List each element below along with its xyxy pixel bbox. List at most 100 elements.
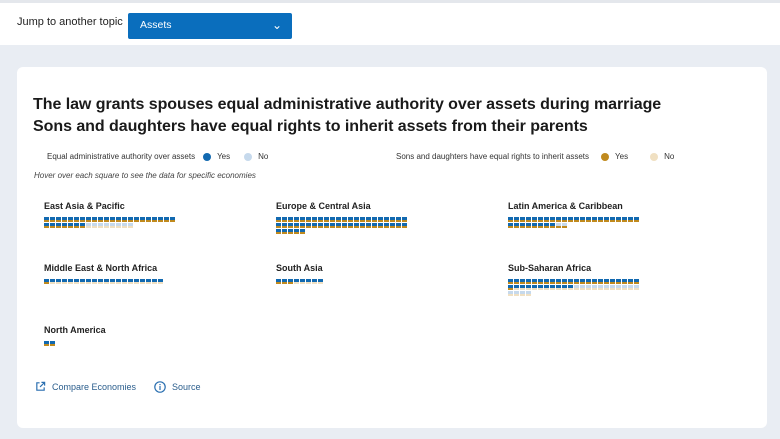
economy-square[interactable]: [508, 217, 513, 222]
economy-square[interactable]: [526, 223, 531, 228]
economy-square[interactable]: [74, 223, 79, 228]
economy-square[interactable]: [610, 217, 615, 222]
economy-square[interactable]: [318, 279, 323, 284]
economy-square[interactable]: [568, 285, 573, 290]
economy-square[interactable]: [276, 279, 281, 284]
economy-square[interactable]: [276, 229, 281, 234]
economy-square[interactable]: [402, 223, 407, 228]
economy-square[interactable]: [294, 229, 299, 234]
economy-square[interactable]: [634, 285, 639, 290]
economy-square[interactable]: [366, 217, 371, 222]
economy-square[interactable]: [98, 279, 103, 284]
economy-square[interactable]: [556, 223, 561, 228]
economy-square[interactable]: [598, 279, 603, 284]
economy-square[interactable]: [336, 223, 341, 228]
economy-square[interactable]: [276, 223, 281, 228]
economy-square[interactable]: [62, 279, 67, 284]
economy-square[interactable]: [520, 223, 525, 228]
economy-square[interactable]: [508, 285, 513, 290]
economy-square[interactable]: [622, 279, 627, 284]
economy-square[interactable]: [300, 229, 305, 234]
economy-square[interactable]: [104, 279, 109, 284]
economy-square[interactable]: [122, 223, 127, 228]
economy-square[interactable]: [288, 229, 293, 234]
topic-select[interactable]: Assets ⌄: [128, 13, 292, 39]
economy-square[interactable]: [44, 279, 49, 284]
economy-square[interactable]: [50, 341, 55, 346]
economy-square[interactable]: [532, 217, 537, 222]
economy-square[interactable]: [300, 217, 305, 222]
economy-square[interactable]: [514, 285, 519, 290]
economy-square[interactable]: [586, 285, 591, 290]
economy-square[interactable]: [390, 223, 395, 228]
economy-square[interactable]: [526, 285, 531, 290]
economy-square[interactable]: [598, 285, 603, 290]
economy-square[interactable]: [62, 223, 67, 228]
economy-square[interactable]: [538, 217, 543, 222]
economy-square[interactable]: [526, 217, 531, 222]
economy-square[interactable]: [330, 223, 335, 228]
economy-square[interactable]: [592, 279, 597, 284]
economy-square[interactable]: [360, 223, 365, 228]
economy-square[interactable]: [562, 285, 567, 290]
economy-square[interactable]: [170, 217, 175, 222]
economy-square[interactable]: [336, 217, 341, 222]
economy-square[interactable]: [372, 217, 377, 222]
economy-square[interactable]: [604, 217, 609, 222]
economy-square[interactable]: [592, 285, 597, 290]
economy-square[interactable]: [562, 217, 567, 222]
economy-square[interactable]: [348, 223, 353, 228]
economy-square[interactable]: [98, 217, 103, 222]
economy-square[interactable]: [586, 217, 591, 222]
economy-square[interactable]: [288, 279, 293, 284]
economy-square[interactable]: [598, 217, 603, 222]
economy-square[interactable]: [282, 229, 287, 234]
economy-square[interactable]: [538, 279, 543, 284]
economy-square[interactable]: [74, 217, 79, 222]
economy-square[interactable]: [550, 223, 555, 228]
economy-square[interactable]: [294, 279, 299, 284]
compare-economies-link[interactable]: Compare Economies: [35, 381, 136, 392]
economy-square[interactable]: [134, 279, 139, 284]
economy-square[interactable]: [300, 279, 305, 284]
economy-square[interactable]: [288, 223, 293, 228]
economy-square[interactable]: [550, 217, 555, 222]
economy-square[interactable]: [68, 223, 73, 228]
economy-square[interactable]: [514, 223, 519, 228]
economy-square[interactable]: [556, 217, 561, 222]
economy-square[interactable]: [568, 217, 573, 222]
economy-square[interactable]: [306, 279, 311, 284]
economy-square[interactable]: [80, 217, 85, 222]
economy-square[interactable]: [390, 217, 395, 222]
economy-square[interactable]: [50, 223, 55, 228]
economy-square[interactable]: [592, 217, 597, 222]
economy-square[interactable]: [116, 223, 121, 228]
economy-square[interactable]: [128, 223, 133, 228]
economy-square[interactable]: [86, 217, 91, 222]
economy-square[interactable]: [396, 217, 401, 222]
economy-square[interactable]: [146, 279, 151, 284]
economy-square[interactable]: [312, 217, 317, 222]
economy-square[interactable]: [574, 285, 579, 290]
economy-square[interactable]: [622, 217, 627, 222]
economy-square[interactable]: [110, 223, 115, 228]
source-link[interactable]: Source: [154, 381, 201, 393]
economy-square[interactable]: [372, 223, 377, 228]
economy-square[interactable]: [508, 279, 513, 284]
economy-square[interactable]: [526, 291, 531, 296]
economy-square[interactable]: [532, 223, 537, 228]
economy-square[interactable]: [318, 223, 323, 228]
economy-square[interactable]: [116, 279, 121, 284]
economy-square[interactable]: [550, 285, 555, 290]
economy-square[interactable]: [378, 217, 383, 222]
economy-square[interactable]: [300, 223, 305, 228]
economy-square[interactable]: [622, 285, 627, 290]
economy-square[interactable]: [92, 223, 97, 228]
economy-square[interactable]: [538, 285, 543, 290]
economy-square[interactable]: [110, 217, 115, 222]
economy-square[interactable]: [134, 217, 139, 222]
economy-square[interactable]: [384, 223, 389, 228]
economy-square[interactable]: [62, 217, 67, 222]
economy-square[interactable]: [544, 217, 549, 222]
economy-square[interactable]: [402, 217, 407, 222]
